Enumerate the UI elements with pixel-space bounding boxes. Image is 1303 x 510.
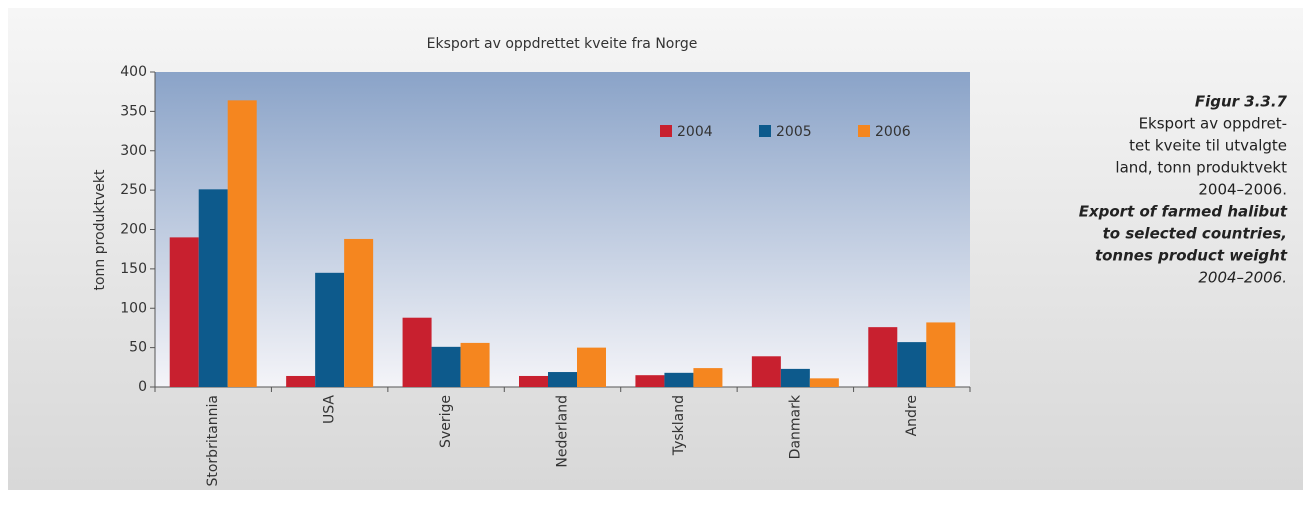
legend-label: 2005 — [776, 124, 812, 140]
bar — [460, 342, 490, 387]
bar — [926, 322, 956, 387]
x-tick-label: Nederland — [555, 395, 571, 468]
y-tick-label: 100 — [120, 300, 147, 316]
y-tick-label: 50 — [129, 340, 147, 356]
legend-label: 2006 — [875, 124, 911, 140]
caption: Figur 3.3.7 Eksport av oppdret-tet kveite… — [1079, 93, 1288, 287]
bar — [897, 342, 927, 387]
y-tick-label: 200 — [120, 222, 147, 238]
bar — [751, 356, 781, 387]
caption-title: Figur 3.3.7 — [1195, 93, 1288, 111]
bar — [315, 272, 345, 387]
y-tick-label: 350 — [120, 103, 147, 119]
chart-title: Eksport av oppdrettet kveite fra Norge — [427, 36, 698, 52]
bar — [780, 368, 810, 387]
bar — [402, 317, 432, 387]
bar — [198, 189, 228, 387]
bar — [577, 347, 606, 387]
x-tick-label: Andre — [904, 395, 920, 436]
bar — [431, 346, 461, 387]
caption-line: 2004–2006. — [1198, 181, 1287, 199]
legend-swatch — [858, 125, 870, 137]
y-tick-label: 150 — [120, 261, 147, 277]
y-tick-label: 0 — [138, 379, 147, 395]
x-tick-label: Tyskland — [671, 395, 687, 456]
y-tick-label: 250 — [120, 182, 147, 198]
bar — [227, 100, 257, 387]
bar — [664, 372, 694, 387]
caption-line-en: 2004–2006. — [1198, 269, 1287, 287]
legend-swatch — [759, 125, 771, 137]
bar — [519, 375, 548, 387]
x-tick-label: Danmark — [787, 394, 803, 459]
y-axis-label: tonn produktvekt — [92, 169, 108, 291]
caption-line: land, tonn produktvekt — [1115, 159, 1287, 177]
y-tick-label: 400 — [120, 64, 147, 80]
bar — [286, 375, 316, 387]
legend-label: 2004 — [677, 124, 713, 140]
legend-swatch — [660, 125, 672, 137]
bar — [809, 378, 839, 387]
x-tick-label: Storbritannia — [205, 395, 221, 487]
x-tick-label: USA — [322, 395, 338, 424]
bar — [548, 372, 577, 387]
bar — [169, 237, 199, 387]
y-tick-label: 300 — [120, 143, 147, 159]
caption-line-en: tonnes product weight — [1095, 247, 1288, 265]
caption-line-en: to selected countries, — [1103, 225, 1287, 243]
bar — [693, 368, 723, 387]
bar — [868, 327, 898, 387]
bar — [635, 375, 665, 387]
plot-area — [155, 72, 970, 387]
x-tick-label: Sverige — [438, 395, 454, 448]
bar — [344, 238, 374, 387]
caption-line: tet kveite til utvalgte — [1129, 137, 1287, 155]
caption-line-en: Export of farmed halibut — [1079, 203, 1288, 221]
caption-line: Eksport av oppdret- — [1139, 115, 1287, 133]
